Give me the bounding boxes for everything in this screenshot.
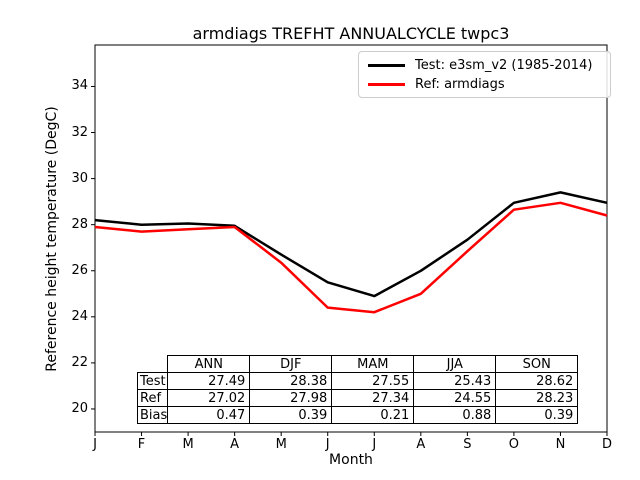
x-tick-label: O (508, 437, 520, 452)
table-row-label: Test (136, 372, 169, 390)
table-cell: 28.38 (249, 372, 333, 390)
table-cell: 0.39 (249, 406, 333, 424)
table-column-header: MAM (331, 355, 415, 373)
table-cell: 25.43 (413, 372, 497, 390)
table-cell: 0.47 (167, 406, 251, 424)
y-tick-label: 34 (71, 78, 88, 94)
table-column-header: ANN (167, 355, 251, 373)
y-tick-label: 20 (71, 400, 88, 416)
table-corner-cell (138, 356, 168, 373)
test-series-line (94, 191, 608, 298)
legend-label: Test: e3sm_v2 (1985-2014) (415, 58, 593, 73)
x-tick-label: D (601, 437, 612, 452)
table-row-label: Bias (136, 406, 169, 424)
x-tick-label: A (230, 437, 240, 452)
table-cell: 0.88 (413, 406, 497, 424)
legend-item: Ref: armdiags (368, 75, 610, 94)
x-axis-label: Month (329, 452, 373, 468)
x-tick-label: J (93, 437, 97, 452)
x-tick-label: J (325, 437, 330, 452)
plot-border (94, 44, 608, 433)
table-column-header: SON (495, 355, 579, 373)
y-tick-label: 26 (71, 262, 88, 278)
x-tick-label: J (372, 437, 377, 452)
table-header-row: ANN DJF MAM JJA SON (138, 355, 579, 373)
legend: Test: e3sm_v2 (1985-2014) Ref: armdiags (358, 51, 611, 98)
table-cell: 27.34 (331, 389, 415, 407)
x-tick-label: M (182, 437, 194, 452)
legend-item: Test: e3sm_v2 (1985-2014) (368, 56, 610, 75)
stats-table: ANN DJF MAM JJA SON Test 27.49 28.38 27.55 25.43 2… (136, 355, 579, 424)
y-tick-label: 28 (71, 216, 88, 232)
table-cell: 24.55 (413, 389, 497, 407)
table-cell: 27.55 (331, 372, 415, 390)
table-cell: 27.49 (167, 372, 251, 390)
y-tick-label: 24 (71, 308, 88, 324)
table-column-header: DJF (249, 355, 333, 373)
table-row-label: Ref (136, 389, 169, 407)
x-tick-label: A (416, 437, 426, 452)
table-cell: 27.02 (167, 389, 251, 407)
y-tick-label: 32 (71, 124, 88, 140)
x-tick-label: S (463, 437, 472, 452)
legend-label: Ref: armdiags (415, 77, 505, 92)
table-row: Ref 27.02 27.98 27.34 24.55 28.23 (136, 389, 579, 407)
table-cell: 27.98 (249, 389, 333, 407)
table-column-header: JJA (413, 355, 497, 373)
table-row: Test 27.49 28.38 27.55 25.43 28.62 (136, 372, 579, 390)
table-cell: 0.39 (495, 406, 579, 424)
table-row: Bias 0.47 0.39 0.21 0.88 0.39 (136, 406, 579, 424)
y-tick-label: 30 (71, 170, 88, 186)
table-cell: 28.62 (495, 372, 579, 390)
table-cell: 28.23 (495, 389, 579, 407)
x-tick-label: N (555, 437, 566, 452)
y-axis-label: Reference height temperature (DegC) (44, 106, 60, 372)
table-cell: 0.21 (331, 406, 415, 424)
y-tick-label: 22 (71, 354, 88, 370)
x-tick-label: M (275, 437, 287, 452)
legend-line-swatch (368, 64, 405, 67)
ref-series-line (94, 201, 608, 314)
chart-title: armdiags TREFHT ANNUALCYCLE twpc3 (192, 24, 510, 43)
x-tick-label: F (137, 437, 146, 452)
legend-line-swatch (368, 83, 405, 86)
